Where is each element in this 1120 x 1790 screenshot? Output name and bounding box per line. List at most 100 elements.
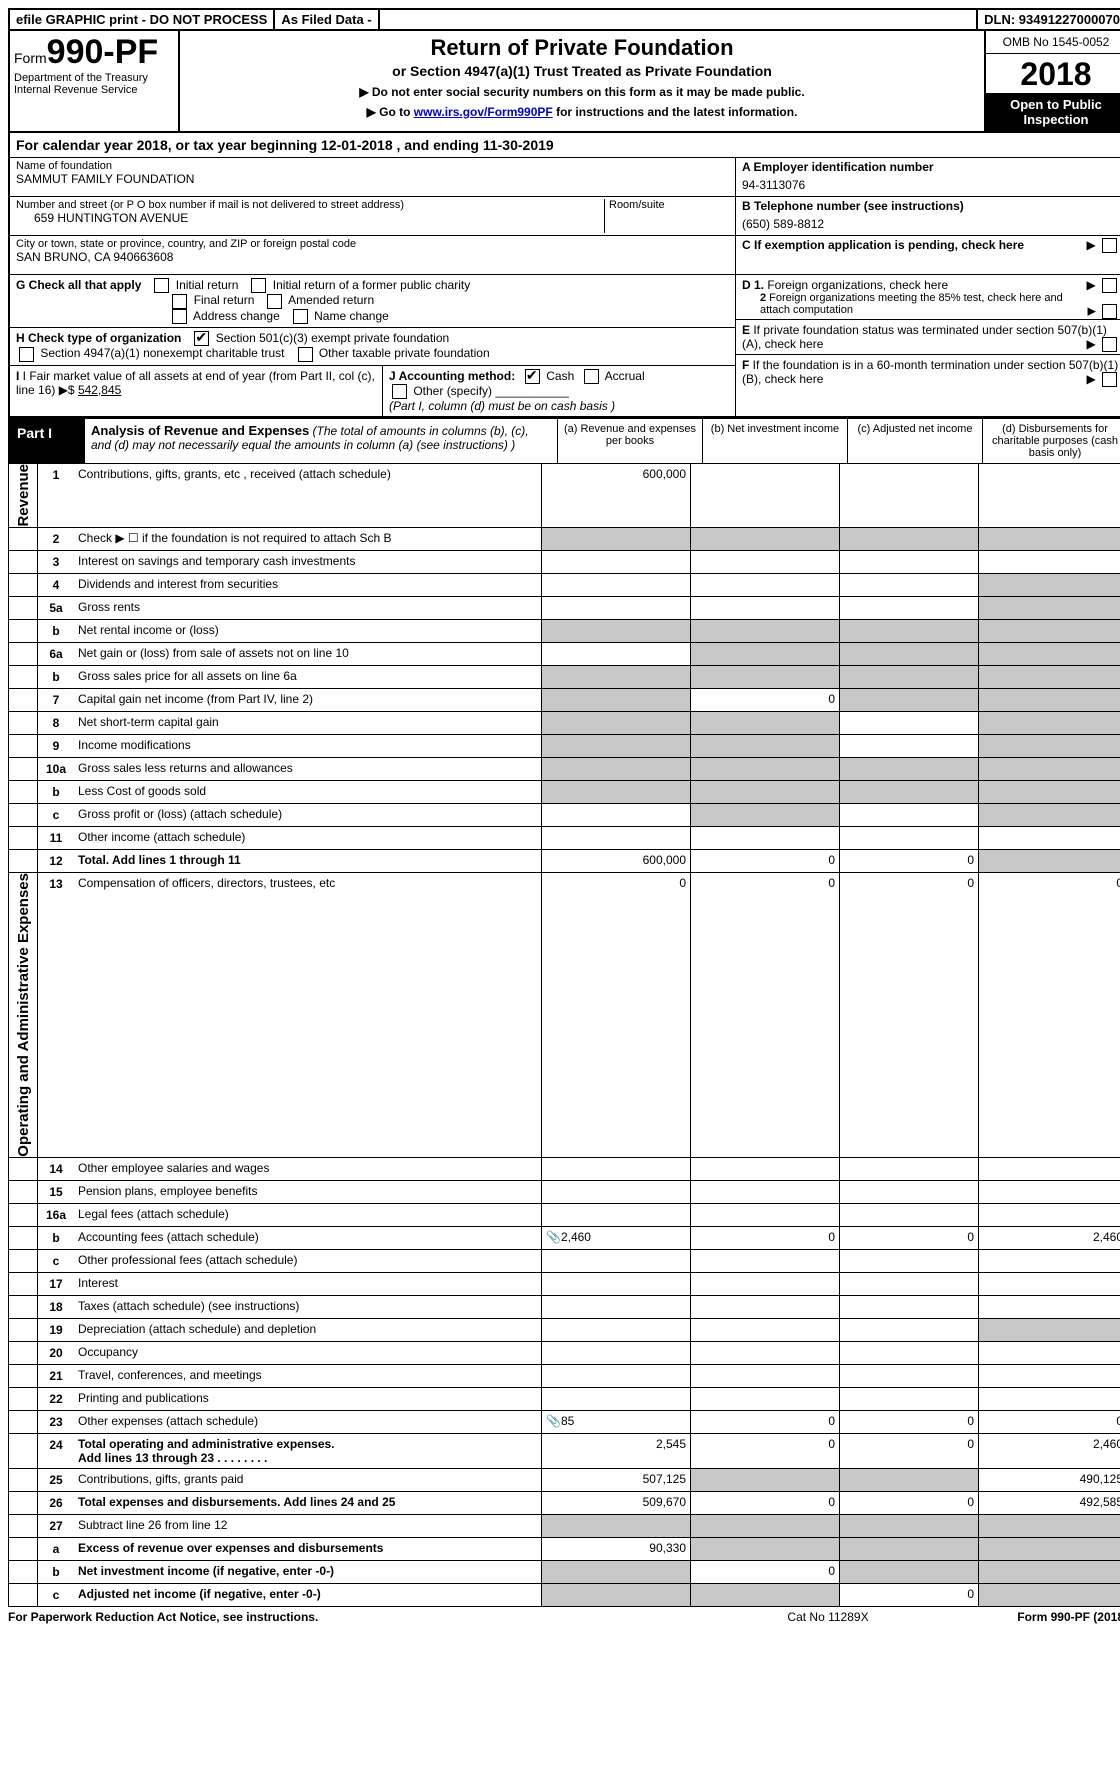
- g-final-checkbox[interactable]: [172, 294, 187, 309]
- line-desc: Gross profit or (loss) (attach schedule): [74, 804, 541, 826]
- cell-d: [978, 850, 1120, 872]
- h-opt3: Other taxable private foundation: [319, 346, 490, 360]
- j-cash-checkbox[interactable]: [525, 369, 540, 384]
- asfiled-label: As Filed Data -: [275, 10, 379, 29]
- cell-c: [839, 1538, 978, 1560]
- attach-icon[interactable]: 📎: [546, 1414, 561, 1428]
- line-desc: Net short-term capital gain: [74, 712, 541, 734]
- cell-a: [541, 1584, 690, 1606]
- cell-c: [839, 1273, 978, 1295]
- cell-d: [978, 1158, 1120, 1180]
- row-r3: 3Interest on savings and temporary cash …: [9, 551, 1120, 574]
- line-desc: Interest on savings and temporary cash i…: [74, 551, 541, 573]
- irs-link[interactable]: www.irs.gov/Form990PF: [414, 105, 553, 119]
- row-r9: 9Income modifications: [9, 735, 1120, 758]
- cell-b: [690, 1181, 839, 1203]
- form-label: Form: [14, 50, 47, 66]
- line-desc: Subtract line 26 from line 12: [74, 1515, 541, 1537]
- h-row: H Check type of organization Section 501…: [10, 328, 735, 366]
- g-amended-checkbox[interactable]: [267, 294, 282, 309]
- row-r10c: cGross profit or (loss) (attach schedule…: [9, 804, 1120, 827]
- side-cell: [9, 1538, 38, 1560]
- line-desc: Net rental income or (loss): [74, 620, 541, 642]
- g-opt-final: Final return: [194, 293, 255, 307]
- f-checkbox[interactable]: [1102, 372, 1117, 387]
- address-label: Number and street (or P O box number if …: [16, 199, 604, 211]
- row-r19: 19Depreciation (attach schedule) and dep…: [9, 1319, 1120, 1342]
- note2-pre: ▶ Go to: [367, 105, 414, 119]
- cell-a: [541, 804, 690, 826]
- side-cell: [9, 1227, 38, 1249]
- side-cell: [9, 1273, 38, 1295]
- exemption-row: C If exemption application is pending, c…: [736, 236, 1120, 275]
- cell-b: 0: [690, 1434, 839, 1468]
- cell-a: [541, 1515, 690, 1537]
- row-r17: 17Interest: [9, 1273, 1120, 1296]
- g-name-checkbox[interactable]: [293, 309, 308, 324]
- attach-icon[interactable]: 📎: [546, 1230, 561, 1244]
- cell-d: [978, 1561, 1120, 1583]
- cell-d: [978, 1296, 1120, 1318]
- expenses-label: Operating and Administrative Expenses: [15, 873, 32, 1157]
- calendar-year-line: For calendar year 2018, or tax year begi…: [8, 133, 1120, 158]
- cell-c: [839, 1469, 978, 1491]
- row-r27c: cAdjusted net income (if negative, enter…: [9, 1584, 1120, 1607]
- cell-c: [839, 712, 978, 734]
- g-opt-amended: Amended return: [288, 293, 374, 307]
- d1-checkbox[interactable]: [1102, 278, 1117, 293]
- omb-number: OMB No 1545-0052: [986, 31, 1120, 54]
- h-opt2: Section 4947(a)(1) nonexempt charitable …: [40, 346, 284, 360]
- cell-a: [541, 758, 690, 780]
- h-4947-checkbox[interactable]: [19, 347, 34, 362]
- dln: DLN: 93491227000070: [978, 10, 1120, 29]
- line-num: 4: [38, 574, 74, 596]
- g-initial-checkbox[interactable]: [154, 278, 169, 293]
- g-address-checkbox[interactable]: [172, 309, 187, 324]
- cell-b: [690, 574, 839, 596]
- cell-d: [978, 781, 1120, 803]
- exemption-label: C If exemption application is pending, c…: [742, 238, 1024, 252]
- h-opt1: Section 501(c)(3) exempt private foundat…: [216, 331, 449, 345]
- j-label: J Accounting method:: [389, 369, 515, 383]
- cell-d: [978, 1365, 1120, 1387]
- cell-c: [839, 1365, 978, 1387]
- cell-a: 2,545: [541, 1434, 690, 1468]
- d2-checkbox[interactable]: [1102, 304, 1117, 319]
- tax-year: 2018: [986, 54, 1120, 93]
- line-desc: Travel, conferences, and meetings: [74, 1365, 541, 1387]
- room-label: Room/suite: [609, 199, 729, 211]
- side-cell: [9, 1388, 38, 1410]
- cell-c: [839, 464, 978, 527]
- footer-left: For Paperwork Reduction Act Notice, see …: [8, 1610, 728, 1624]
- cell-d: [978, 1204, 1120, 1226]
- cell-a: [541, 1204, 690, 1226]
- side-cell: [9, 735, 38, 757]
- e-checkbox[interactable]: [1102, 337, 1117, 352]
- row-r25: 25Contributions, gifts, grants paid507,1…: [9, 1469, 1120, 1492]
- h-501c3-checkbox[interactable]: [194, 331, 209, 346]
- cell-b: [690, 1469, 839, 1491]
- line-num: 3: [38, 551, 74, 573]
- cell-d: [978, 464, 1120, 527]
- cell-c: [839, 804, 978, 826]
- name-row: Name of foundation SAMMUT FAMILY FOUNDAT…: [10, 158, 735, 197]
- c-checkbox[interactable]: [1102, 238, 1117, 253]
- row-r5a: 5aGross rents: [9, 597, 1120, 620]
- cell-b: [690, 1204, 839, 1226]
- row-r1: Revenue1Contributions, gifts, grants, et…: [9, 464, 1120, 528]
- side-cell: Operating and Administrative Expenses: [9, 873, 38, 1157]
- h-other-checkbox[interactable]: [298, 347, 313, 362]
- cell-c: [839, 1181, 978, 1203]
- foundation-name: SAMMUT FAMILY FOUNDATION: [16, 172, 729, 186]
- line-num: a: [38, 1538, 74, 1560]
- g-former-checkbox[interactable]: [251, 278, 266, 293]
- cell-c: [839, 620, 978, 642]
- j-accrual-checkbox[interactable]: [584, 369, 599, 384]
- cell-b: [690, 620, 839, 642]
- side-cell: [9, 758, 38, 780]
- j-other-checkbox[interactable]: [392, 384, 407, 399]
- side-cell: [9, 850, 38, 872]
- line-num: 14: [38, 1158, 74, 1180]
- line-num: 6a: [38, 643, 74, 665]
- cell-b: [690, 1273, 839, 1295]
